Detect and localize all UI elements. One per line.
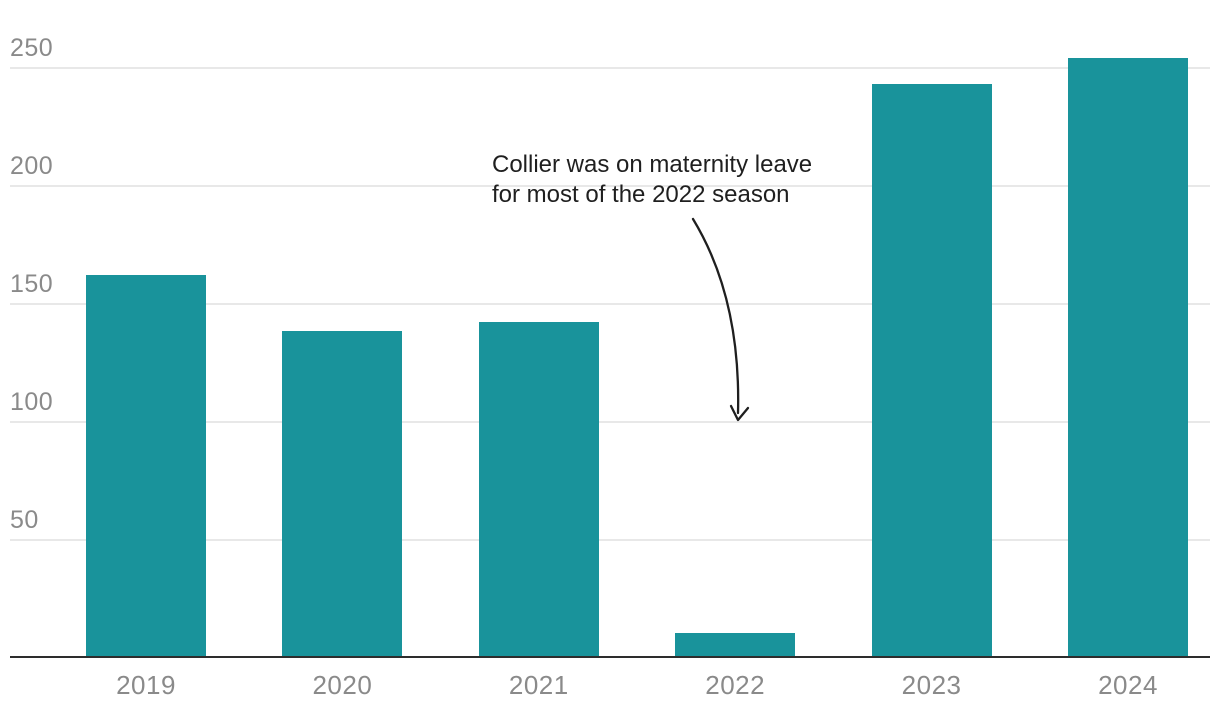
gridline-250 xyxy=(10,67,1210,69)
y-tick-label-150: 150 xyxy=(10,270,54,298)
y-tick-label-200: 200 xyxy=(10,152,54,180)
x-tick-label-2021: 2021 xyxy=(508,670,569,700)
annotation-line-1: Collier was on maternity leave xyxy=(492,151,813,178)
x-tick-label-2023: 2023 xyxy=(901,670,962,700)
gridline-100 xyxy=(10,421,1210,423)
y-tick-label-100: 100 xyxy=(10,388,54,416)
x-tick-label-2020: 2020 xyxy=(312,670,373,700)
bar-2023 xyxy=(871,83,992,657)
bar-2019 xyxy=(86,274,206,657)
bar-2024 xyxy=(1068,57,1188,657)
bar-2022 xyxy=(675,633,796,657)
y-tick-label-50: 50 xyxy=(10,506,39,534)
gridline-200 xyxy=(10,185,1210,187)
bar-2020 xyxy=(282,331,403,657)
gridline-50 xyxy=(10,539,1210,541)
gridline-150 xyxy=(10,303,1210,305)
x-tick-label-2024: 2024 xyxy=(1098,670,1158,700)
x-tick-label-2019: 2019 xyxy=(116,670,176,700)
annotation: Collier was on maternity leave for most … xyxy=(492,150,812,210)
bar-2021 xyxy=(478,321,599,657)
x-tick-label-2022: 2022 xyxy=(705,670,766,700)
x-axis-line xyxy=(10,655,1210,658)
y-tick-label-250: 250 xyxy=(10,34,54,62)
annotation-line-2: for most of the 2022 season xyxy=(492,181,790,208)
